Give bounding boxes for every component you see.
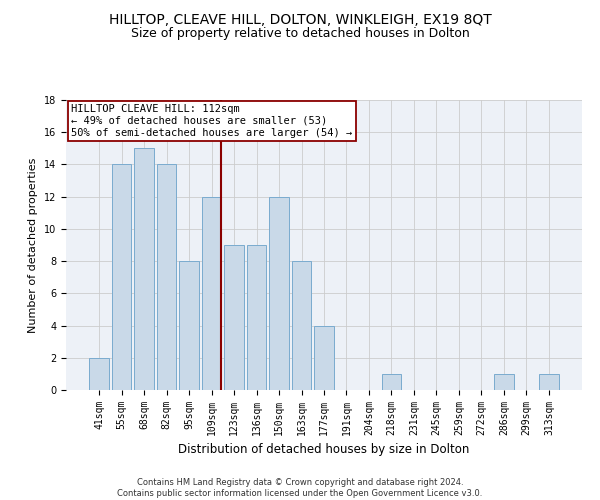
Text: Contains HM Land Registry data © Crown copyright and database right 2024.
Contai: Contains HM Land Registry data © Crown c… xyxy=(118,478,482,498)
Bar xyxy=(292,261,311,390)
Y-axis label: Number of detached properties: Number of detached properties xyxy=(28,158,38,332)
X-axis label: Distribution of detached houses by size in Dolton: Distribution of detached houses by size … xyxy=(178,444,470,456)
Bar xyxy=(494,374,514,390)
Bar xyxy=(382,374,401,390)
Bar xyxy=(134,148,154,390)
Bar xyxy=(247,245,266,390)
Text: HILLTOP CLEAVE HILL: 112sqm
← 49% of detached houses are smaller (53)
50% of sem: HILLTOP CLEAVE HILL: 112sqm ← 49% of det… xyxy=(71,104,352,138)
Text: Size of property relative to detached houses in Dolton: Size of property relative to detached ho… xyxy=(131,28,469,40)
Bar xyxy=(224,245,244,390)
Bar xyxy=(89,358,109,390)
Bar xyxy=(539,374,559,390)
Bar xyxy=(202,196,221,390)
Text: HILLTOP, CLEAVE HILL, DOLTON, WINKLEIGH, EX19 8QT: HILLTOP, CLEAVE HILL, DOLTON, WINKLEIGH,… xyxy=(109,12,491,26)
Bar xyxy=(269,196,289,390)
Bar xyxy=(179,261,199,390)
Bar xyxy=(157,164,176,390)
Bar xyxy=(112,164,131,390)
Bar xyxy=(314,326,334,390)
